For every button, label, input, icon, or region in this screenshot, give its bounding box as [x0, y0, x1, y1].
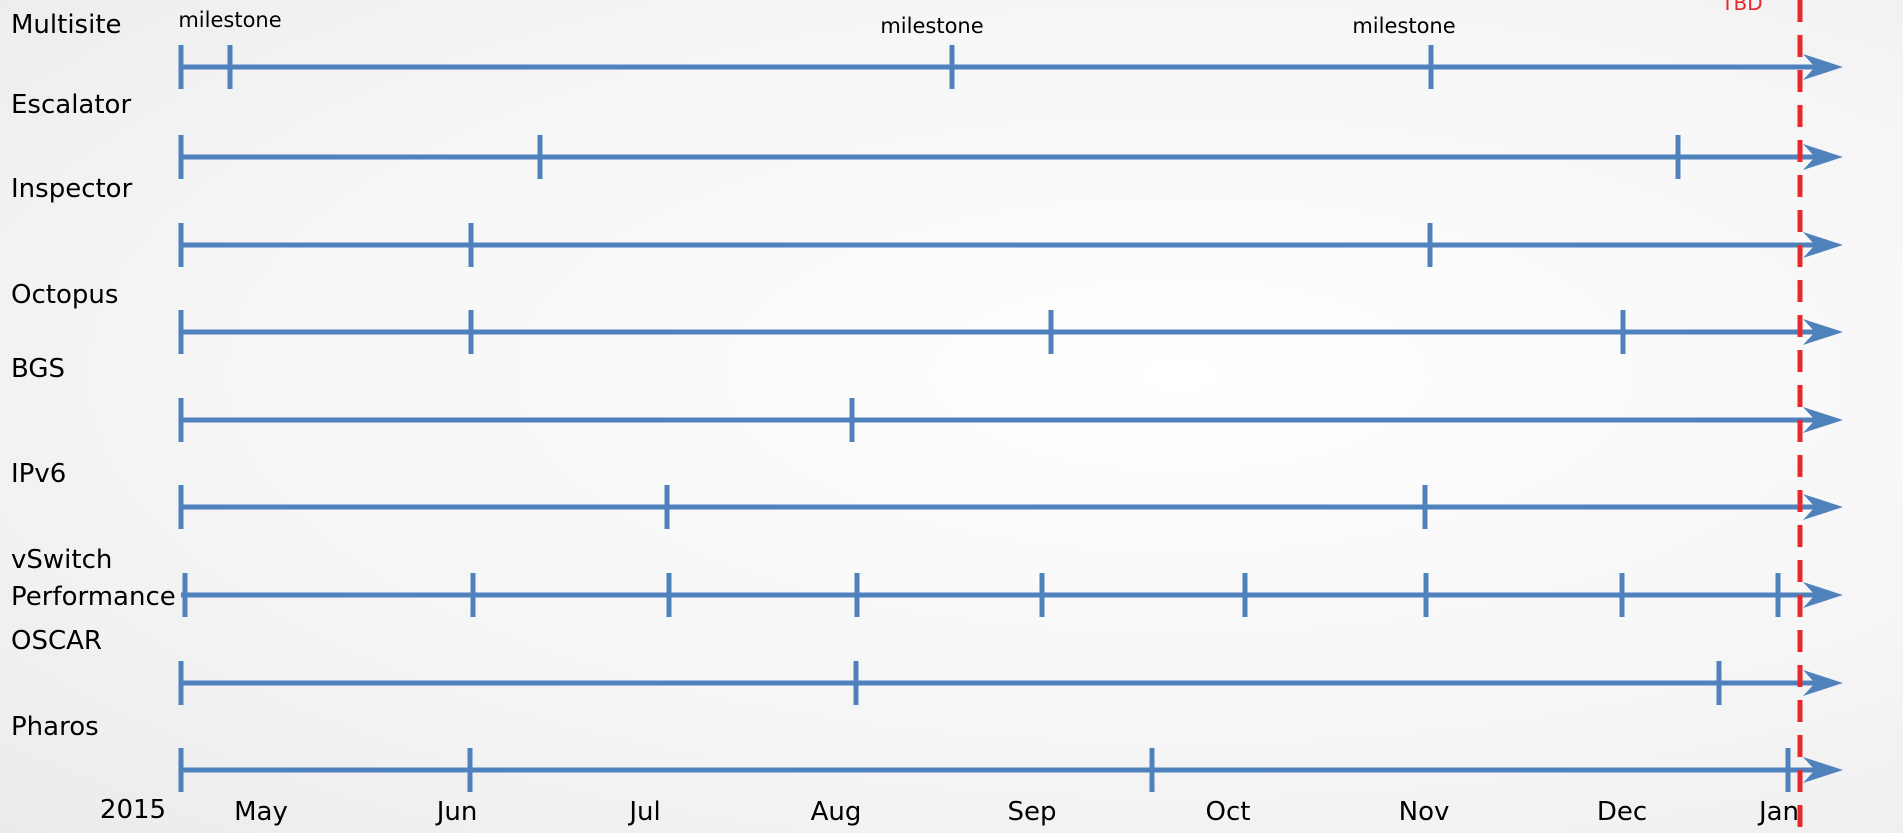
- timeline-row: Inspector: [11, 174, 1843, 267]
- arrow-head-icon: [1803, 407, 1843, 433]
- month-axis: 2015 May Jun Jul Aug Sep Oct Nov Dec Jan: [100, 795, 1799, 827]
- project-name: Inspector: [11, 174, 133, 204]
- month-label: Jul: [627, 797, 660, 827]
- tbd-marker: TBD: [1720, 0, 1803, 833]
- arrow-head-icon: [1803, 582, 1843, 608]
- month-label: Nov: [1399, 797, 1450, 827]
- arrow-head-icon: [1803, 319, 1843, 345]
- timeline-rows: Multisite Escalator Inspector Octopus BGS IPv…: [11, 8, 1843, 792]
- arrow-head-icon: [1803, 144, 1843, 170]
- arrow-head-icon: [1803, 757, 1843, 783]
- timeline-row: IPv6: [11, 459, 1843, 529]
- project-name: OSCAR: [11, 626, 102, 656]
- timeline-row: Multisite: [11, 10, 1843, 89]
- milestone-label: milestone: [880, 14, 983, 38]
- project-name: Multisite: [11, 10, 122, 40]
- arrow-head-icon: [1803, 670, 1843, 696]
- tbd-label: TBD: [1720, 0, 1762, 15]
- month-label: Sep: [1007, 797, 1056, 827]
- month-label: Aug: [811, 797, 862, 827]
- timeline-row: Pharos: [11, 712, 1843, 792]
- timeline-row: vSwitch Performance: [11, 545, 1843, 617]
- month-label: Dec: [1597, 797, 1647, 827]
- timeline-row: Escalator: [11, 90, 1843, 179]
- milestone-label: milestone: [178, 8, 281, 32]
- project-name: vSwitch: [11, 545, 112, 575]
- timeline-row: Octopus: [11, 280, 1843, 354]
- project-name: Escalator: [11, 90, 131, 120]
- arrow-head-icon: [1803, 232, 1843, 258]
- project-name: Performance: [11, 582, 176, 612]
- project-name: Pharos: [11, 712, 99, 742]
- month-label: Jun: [435, 797, 478, 827]
- timeline-row: OSCAR: [11, 626, 1843, 705]
- milestone-label: milestone: [1352, 14, 1455, 38]
- month-label: Jan: [1757, 797, 1799, 827]
- month-label: Oct: [1206, 797, 1251, 827]
- arrow-head-icon: [1803, 54, 1843, 80]
- timeline-row: BGS: [11, 354, 1843, 442]
- month-label: May: [234, 797, 288, 827]
- year-label: 2015: [100, 795, 166, 825]
- arrow-head-icon: [1803, 494, 1843, 520]
- project-name: Octopus: [11, 280, 118, 310]
- project-name: IPv6: [11, 459, 66, 489]
- project-name: BGS: [11, 354, 65, 384]
